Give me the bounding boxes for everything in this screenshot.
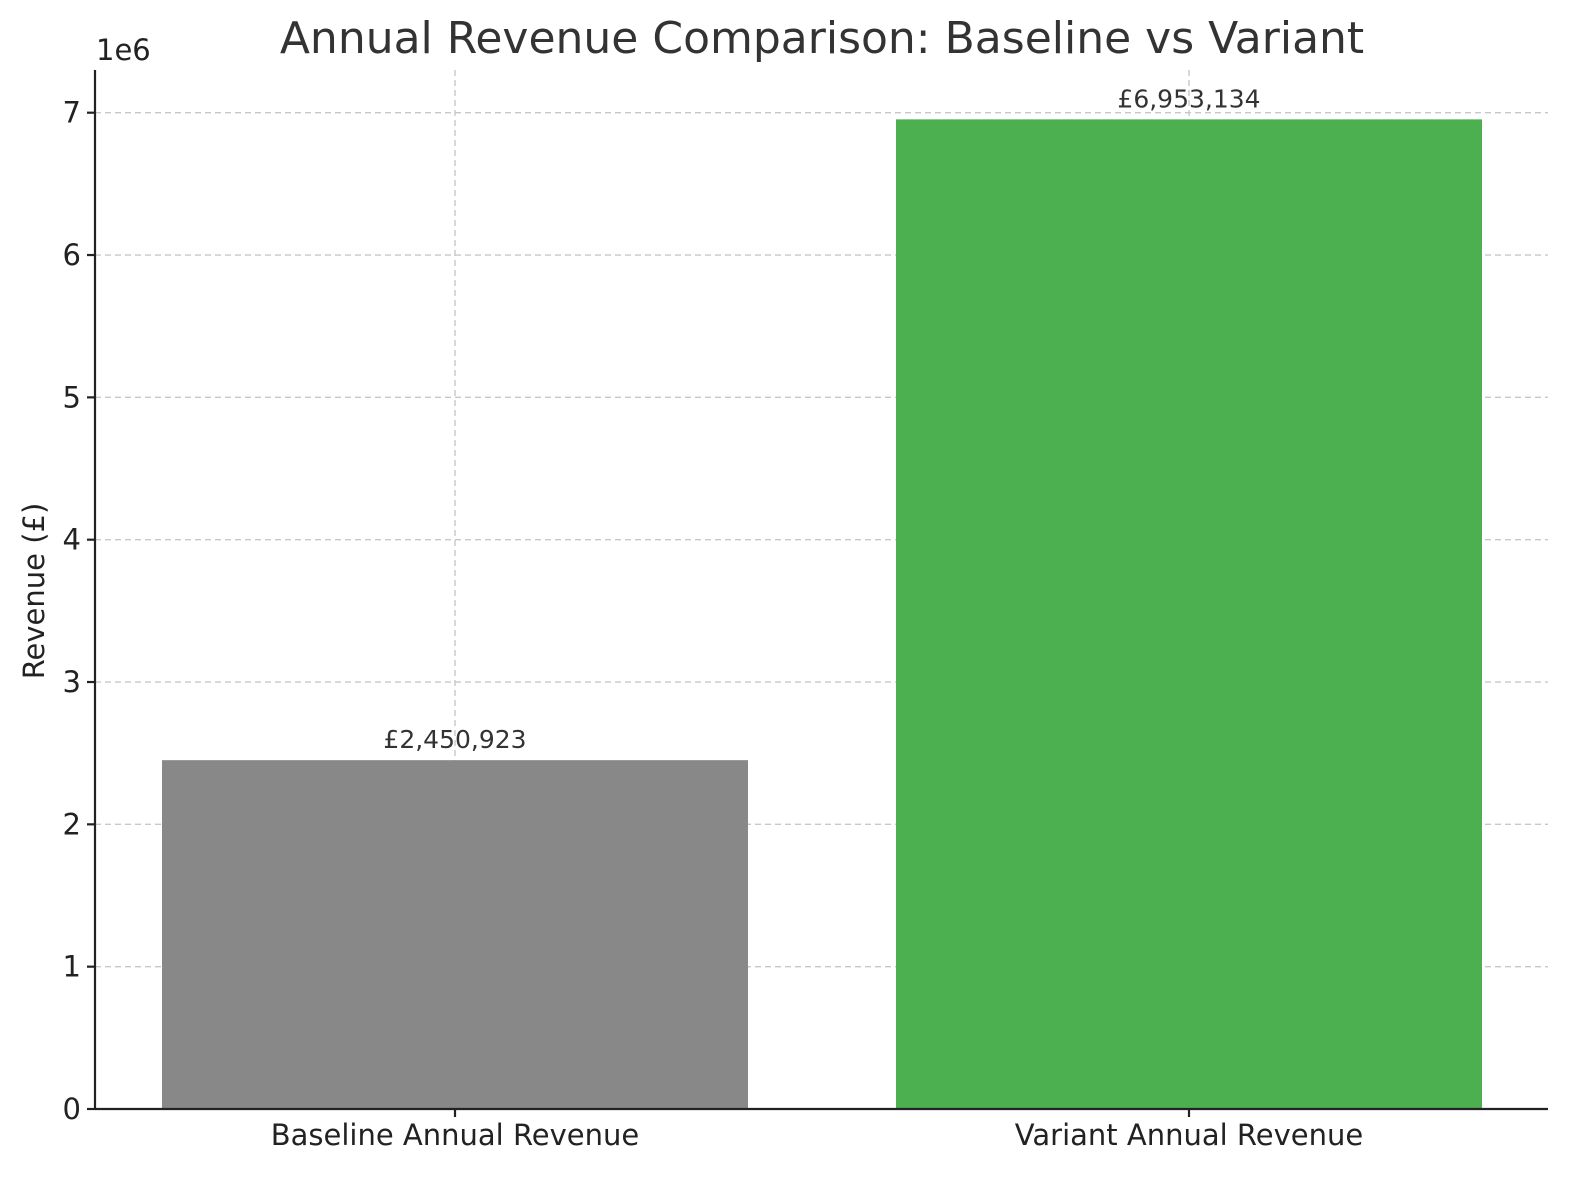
- y-tick-label: 1: [63, 950, 81, 984]
- bar-value-label: £2,450,923: [383, 725, 526, 754]
- y-tick-label: 7: [63, 96, 81, 130]
- bar-value-labels: £2,450,923 £6,953,134: [383, 84, 1260, 754]
- y-tick-label: 5: [63, 380, 81, 414]
- bars: [162, 119, 1482, 1109]
- x-tick-label: Baseline Annual Revenue: [271, 1118, 640, 1152]
- chart-title: Annual Revenue Comparison: Baseline vs V…: [280, 13, 1364, 64]
- y-tick-label: 2: [63, 807, 81, 841]
- y-axis-label: Revenue (£): [17, 503, 51, 680]
- y-tick-label: 0: [63, 1092, 81, 1126]
- bar: [162, 760, 748, 1109]
- y-tick-label: 3: [63, 665, 81, 699]
- y-axis-offset-label: 1e6: [96, 33, 151, 67]
- bar-value-label: £6,953,134: [1117, 84, 1260, 113]
- y-tick-label: 6: [63, 238, 81, 272]
- x-tick-label: Variant Annual Revenue: [1015, 1118, 1363, 1152]
- bar: [896, 119, 1482, 1109]
- axes: 0 1 2 3 4 5 6 7 Baseline Annual Revenue Variant A…: [63, 70, 1548, 1152]
- y-tick-label: 4: [63, 523, 81, 557]
